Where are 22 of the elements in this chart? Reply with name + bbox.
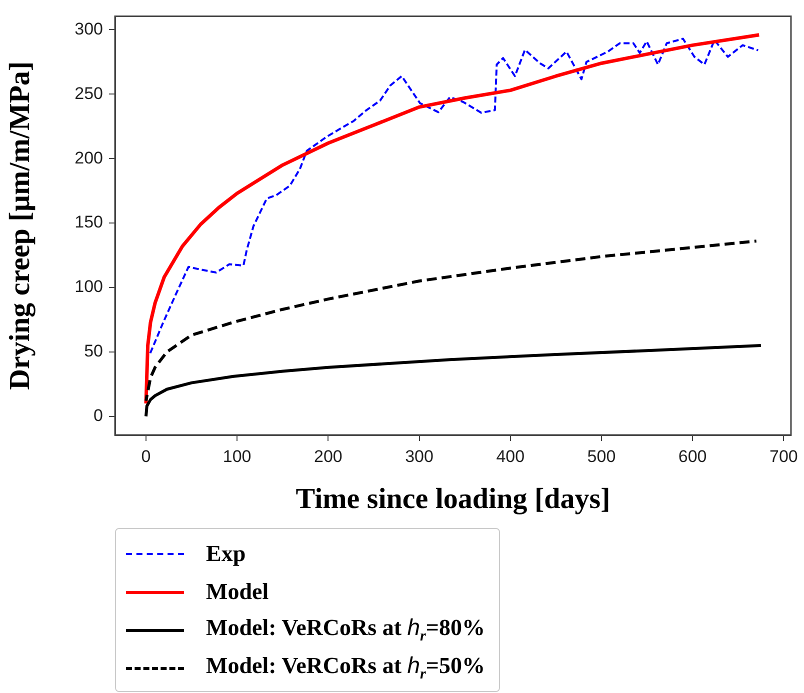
x-tick-label: 500 xyxy=(587,446,616,466)
y-tick-label: 50 xyxy=(84,342,103,361)
y-tick-label: 0 xyxy=(94,406,103,426)
x-tick-label: 600 xyxy=(678,446,707,466)
x-tick-label: 300 xyxy=(405,446,434,466)
x-tick-label: 100 xyxy=(222,446,252,466)
legend-label: Model: VeRCoRs at h$_{r}$=80% xyxy=(206,614,485,646)
y-tick-label: 300 xyxy=(74,19,103,38)
y-tick-label: 100 xyxy=(74,277,103,296)
y-axis-title: Drying creep [µm/m/MPa] xyxy=(4,61,36,390)
x-axis-title: Time since loading [days] xyxy=(296,483,610,516)
x-tick-label: 200 xyxy=(314,446,342,466)
legend-label: Model: VeRCoRs at h$_{r}$=50% xyxy=(206,652,485,684)
line-series xyxy=(149,38,760,354)
legend-label: Exp xyxy=(206,541,246,567)
y-tick-label: 200 xyxy=(74,148,103,168)
legend-label: Model xyxy=(206,579,269,605)
y-tick-label: 250 xyxy=(74,84,103,103)
y-tick-label: 150 xyxy=(74,212,103,232)
x-tick-label: 700 xyxy=(770,446,798,466)
x-tick-label: 0 xyxy=(141,446,151,466)
x-tick-label: 400 xyxy=(496,446,525,466)
